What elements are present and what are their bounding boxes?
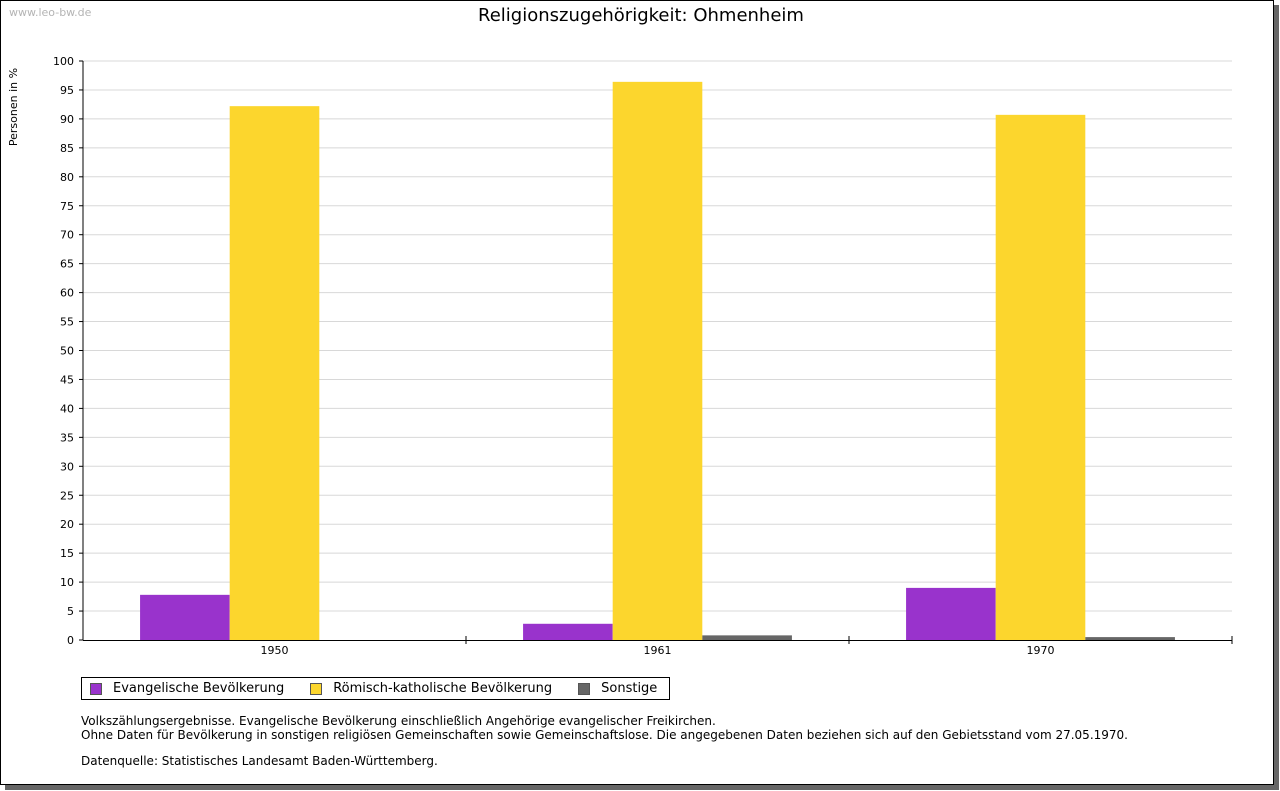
- y-tick-label: 45: [60, 373, 74, 386]
- y-tick-label: 55: [60, 316, 74, 329]
- y-tick-label: 20: [60, 518, 74, 531]
- y-tick-label: 25: [60, 489, 74, 502]
- bar-1950-2: [229, 106, 320, 641]
- y-tick-label: 15: [60, 547, 74, 560]
- source-note: Datenquelle: Statistisches Landesamt Bad…: [81, 754, 438, 768]
- chart-title: Religionszugehörigkeit: Ohmenheim: [478, 5, 804, 26]
- y-tick-label: 70: [60, 229, 74, 242]
- legend-label: Sonstige: [601, 681, 658, 696]
- legend: Evangelische Bevölkerung Römisch-katholis…: [81, 677, 671, 700]
- x-tick-label: 1950: [261, 644, 289, 657]
- bars: [140, 81, 1175, 641]
- bar-1970-1: [906, 587, 996, 640]
- y-tick-label: 90: [60, 113, 74, 126]
- bar-1950-1: [140, 594, 230, 640]
- y-tick-label: 80: [60, 171, 74, 184]
- y-tick-labels: 0 5 10 15 20 25 30 35 40 45 50 55 60 65 70 75 80 85 90 95 10…: [53, 55, 83, 647]
- bar-1970-2: [995, 114, 1086, 641]
- y-axis-label: Personen in %: [7, 68, 20, 146]
- y-tick-label: 30: [60, 460, 74, 473]
- legend-swatch: [310, 682, 323, 695]
- y-tick-label: 65: [60, 258, 74, 271]
- x-tick-labels: 1950 1961 1970: [261, 644, 1055, 657]
- legend-swatch: [90, 682, 102, 695]
- legend-label: Römisch-katholische Bevölkerung: [333, 681, 553, 696]
- watermark: www.leo-bw.de: [9, 6, 92, 19]
- y-tick-label: 0: [67, 634, 74, 647]
- y-tick-label: 100: [53, 55, 74, 68]
- y-tick-label: 85: [60, 142, 74, 155]
- y-tick-label: 40: [60, 402, 74, 415]
- y-tick-label: 75: [60, 200, 74, 213]
- y-tick-label: 35: [60, 431, 74, 444]
- note-line-1: Volkszählungsergebnisse. Evangelische Be…: [81, 714, 716, 728]
- notes: Volkszählungsergebnisse. Evangelische Be…: [81, 714, 1128, 768]
- y-tick-label: 60: [60, 287, 74, 300]
- bar-1961-1: [523, 623, 613, 640]
- note-line-2: Ohne Daten für Bevölkerung in sonstigen …: [81, 728, 1128, 742]
- bar-1970-3: [1085, 637, 1175, 640]
- bar-chart: Religionszugehörigkeit: Ohmenheim Person…: [7, 5, 1233, 657]
- bar-1961-2: [612, 81, 703, 641]
- legend-swatch: [578, 682, 591, 695]
- y-tick-label: 5: [67, 605, 74, 618]
- x-tick-label: 1970: [1027, 644, 1055, 657]
- legend-item: Römisch-katholische Bevölkerung: [310, 681, 552, 696]
- y-tick-label: 50: [60, 345, 74, 358]
- legend-item: Evangelische Bevölkerung: [90, 681, 284, 696]
- x-tick-label: 1961: [644, 644, 672, 657]
- legend-item: Sonstige: [578, 681, 657, 696]
- y-tick-label: 10: [60, 576, 74, 589]
- bar-1961-3: [702, 635, 792, 640]
- y-tick-label: 95: [60, 84, 74, 97]
- legend-label: Evangelische Bevölkerung: [113, 681, 285, 696]
